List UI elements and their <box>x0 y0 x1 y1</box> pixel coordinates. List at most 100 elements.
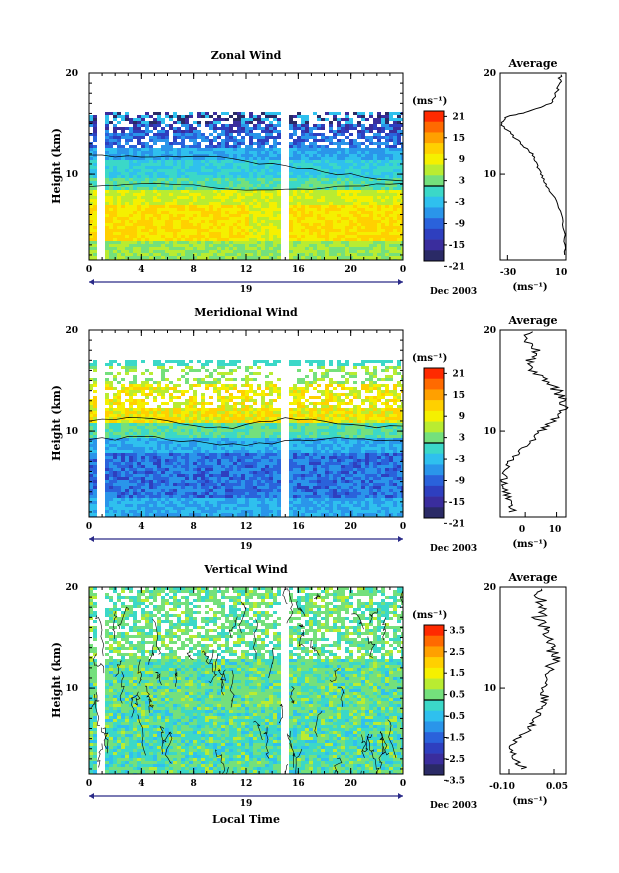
heatmap-cell <box>185 115 189 118</box>
heatmap-cell <box>153 429 157 432</box>
heatmap-cell <box>273 235 277 238</box>
heatmap-cell <box>277 187 281 190</box>
heatmap-cell <box>241 181 245 184</box>
heatmap-cell <box>221 238 225 241</box>
heatmap-cell <box>349 181 353 184</box>
heatmap-cell <box>173 510 177 513</box>
heatmap-cell <box>217 190 221 193</box>
heatmap-cell <box>113 139 117 142</box>
heatmap-cell <box>149 465 153 468</box>
heatmap-cell <box>201 396 205 399</box>
heatmap-cell <box>113 187 117 190</box>
heatmap-cell <box>153 247 157 250</box>
heatmap-cell <box>353 196 357 199</box>
heatmap-cell <box>125 172 129 175</box>
heatmap-cell <box>273 256 277 259</box>
heatmap-cell <box>165 133 169 136</box>
heatmap-cell <box>117 205 121 208</box>
heatmap-cell <box>93 148 97 151</box>
heatmap-cell <box>201 414 205 417</box>
heatmap-cell <box>201 405 205 408</box>
heatmap-cell <box>337 250 341 253</box>
heatmap-cell <box>385 187 389 190</box>
heatmap-cell <box>145 175 149 178</box>
heatmap-cell <box>173 190 177 193</box>
average-title: Average <box>507 57 557 70</box>
heatmap-cell <box>333 199 337 202</box>
heatmap-cell <box>169 438 173 441</box>
heatmap-cell <box>217 181 221 184</box>
heatmap-cell <box>305 250 309 253</box>
heatmap-cell <box>149 480 153 483</box>
heatmap-cell <box>265 187 269 190</box>
heatmap-cell <box>89 486 93 489</box>
heatmap-cell <box>145 166 149 169</box>
heatmap-cell <box>305 247 309 250</box>
heatmap-cell <box>145 438 149 441</box>
heatmap-cell <box>361 229 365 232</box>
heatmap-cell <box>357 211 361 214</box>
heatmap-cell <box>249 211 253 214</box>
heatmap-cell <box>137 420 141 423</box>
heatmap-cell <box>109 223 113 226</box>
heatmap-cell <box>365 208 369 211</box>
heatmap-cell <box>113 408 117 411</box>
heatmap-cell <box>185 196 189 199</box>
heatmap-cell <box>125 474 129 477</box>
heatmap-cell <box>197 513 201 516</box>
heatmap-cell <box>361 148 365 151</box>
heatmap-cell <box>125 205 129 208</box>
heatmap-cell <box>301 130 305 133</box>
heatmap-cell <box>205 241 209 244</box>
heatmap-cell <box>385 181 389 184</box>
heatmap-cell <box>113 226 117 229</box>
heatmap-cell <box>269 244 273 247</box>
heatmap-cell <box>381 244 385 247</box>
heatmap-cell <box>313 193 317 196</box>
heatmap-cell <box>181 154 185 157</box>
heatmap-cell <box>381 211 385 214</box>
heatmap-cell <box>181 148 185 151</box>
heatmap-cell <box>365 181 369 184</box>
heatmap-cell <box>125 244 129 247</box>
heatmap-cell <box>373 229 377 232</box>
heatmap-cell <box>253 178 257 181</box>
heatmap-cell <box>217 151 221 154</box>
heatmap-cell <box>365 151 369 154</box>
heatmap-cell <box>189 513 193 516</box>
heatmap-cell <box>357 115 361 118</box>
heatmap-cell <box>157 366 161 369</box>
heatmap-cell <box>113 247 117 250</box>
heatmap-cell <box>125 178 129 181</box>
heatmap-cell <box>161 202 165 205</box>
heatmap-cell <box>213 235 217 238</box>
heatmap-cell <box>89 208 93 211</box>
heatmap-cell <box>177 477 181 480</box>
heatmap-cell <box>209 244 213 247</box>
heatmap-cell <box>205 172 209 175</box>
heatmap-cell <box>325 253 329 256</box>
heatmap-cell <box>197 453 201 456</box>
heatmap-cell <box>161 366 165 369</box>
heatmap-cell <box>269 232 273 235</box>
heatmap-cell <box>113 474 117 477</box>
heatmap-cell <box>345 154 349 157</box>
heatmap-cell <box>173 208 177 211</box>
heatmap-cell <box>329 175 333 178</box>
heatmap-cell <box>173 133 177 136</box>
heatmap-cell <box>133 211 137 214</box>
heatmap-cell <box>133 151 137 154</box>
y-tick-label: 10 <box>65 170 78 180</box>
heatmap-cell <box>317 175 321 178</box>
heatmap-cell <box>109 381 113 384</box>
heatmap-cell <box>265 112 269 115</box>
heatmap-cell <box>133 381 137 384</box>
heatmap-cell <box>141 501 145 504</box>
heatmap-cell <box>297 250 301 253</box>
heatmap-cell <box>197 402 201 405</box>
heatmap-cell <box>137 492 141 495</box>
heatmap-cell <box>149 253 153 256</box>
heatmap-cell <box>105 115 109 118</box>
heatmap-cell <box>357 235 361 238</box>
heatmap-cell <box>225 229 229 232</box>
